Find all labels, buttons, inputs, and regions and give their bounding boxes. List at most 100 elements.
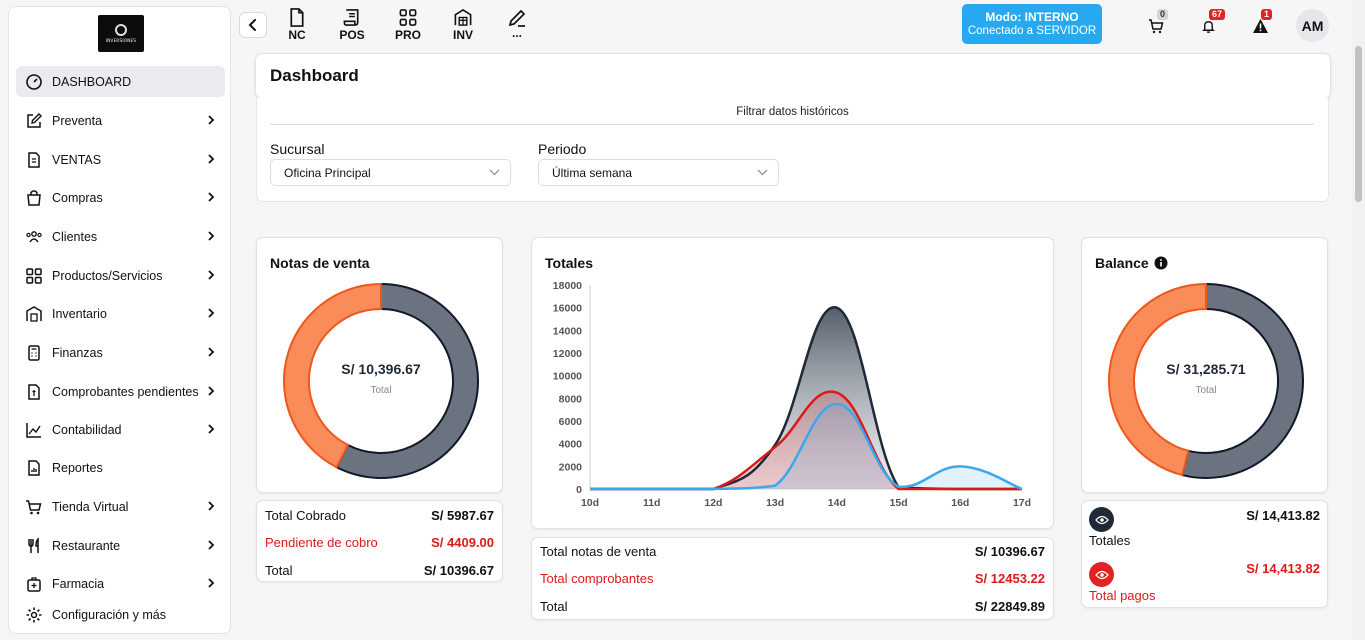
notifications-count-badge: 67 — [1209, 9, 1226, 20]
chevron-right-icon — [208, 501, 215, 511]
sidebar-item-ventas[interactable]: VENTAS — [16, 144, 225, 175]
connection-mode-button[interactable]: Modo: INTERNO Conectado a SERVIDOR — [962, 4, 1102, 44]
branch-select[interactable]: Oficina Principal — [270, 159, 511, 186]
view-totales-button[interactable] — [1089, 507, 1114, 532]
sidebar-item-label: Compras — [52, 190, 103, 205]
alerts-count-badge: 1 — [1261, 9, 1273, 20]
page-scrollbar[interactable] — [1352, 0, 1365, 640]
donut-slice-pendiente[interactable] — [283, 282, 382, 469]
user-avatar[interactable]: AM — [1296, 9, 1329, 42]
sidebar-item-restaurante[interactable]: Restaurante — [16, 530, 225, 561]
sidebar-item-dashboard[interactable]: DASHBOARD — [16, 66, 225, 97]
sidebar-item-clientes[interactable]: Clientes — [16, 221, 225, 252]
sidebar-item-compras[interactable]: Compras — [16, 182, 225, 213]
company-logo[interactable]: INVERSIONES — [98, 15, 144, 52]
alerts-button[interactable]: 1 — [1248, 9, 1273, 38]
notas-donut — [283, 282, 479, 479]
donut-slice-cobrado[interactable] — [335, 282, 479, 479]
cobrado-value: S/ 5987.67 — [431, 508, 494, 523]
notas-title: Notas de venta — [270, 255, 370, 271]
sidebar-item-tienda-virtual[interactable]: Tienda Virtual — [16, 491, 225, 522]
chevron-right-icon — [208, 424, 215, 434]
sidebar-item-contabilidad[interactable]: Contabilidad — [16, 414, 225, 445]
sidebar-item-label: Contabilidad — [52, 422, 122, 437]
chevron-right-icon — [208, 231, 215, 241]
sidebar-item-farmacia[interactable]: Farmacia — [16, 568, 225, 599]
chevron-right-icon — [208, 115, 215, 125]
total-comprob-value: S/ 12453.22 — [974, 571, 1045, 586]
balance-card: Balance S/ 31,285.71 Total — [1081, 237, 1328, 493]
chevron-left-icon — [248, 19, 256, 31]
quick-pos-button[interactable]: POS — [335, 8, 369, 42]
y-tick-label: 10000 — [553, 371, 582, 383]
sidebar-item-productos-servicios[interactable]: Productos/Servicios — [16, 260, 225, 291]
chevron-right-icon — [208, 192, 215, 202]
series-notas-area — [590, 403, 1022, 489]
chevron-right-icon — [208, 386, 215, 396]
total-comprob-row: Total comprobantes S/ 12453.22 — [540, 571, 1045, 586]
sidebar-item-preventa[interactable]: Preventa — [16, 105, 225, 136]
sidebar-item-configuracion-y-mas[interactable]: Configuración y más — [16, 599, 225, 630]
cart-button[interactable]: 0 — [1144, 9, 1169, 38]
y-tick-label: 14000 — [553, 325, 582, 337]
y-tick-label: 18000 — [553, 280, 582, 292]
receipt-icon — [25, 383, 43, 401]
y-tick-label: 12000 — [553, 348, 582, 360]
receipt-scroll-icon — [343, 9, 359, 26]
document-icon — [25, 151, 43, 169]
donut-slice-pagos[interactable] — [1108, 282, 1207, 477]
balance-summary: Totales S/ 14,413.82 Total pagos S/ 14,4… — [1081, 500, 1328, 608]
x-tick-label: 11d — [643, 497, 661, 509]
scrollbar-thumb[interactable] — [1355, 46, 1362, 202]
shopping-bag-icon — [25, 189, 43, 207]
info-icon[interactable] — [1154, 256, 1168, 270]
notas-center-value: S/ 10,396.67 — [341, 361, 421, 377]
x-tick-label: 12d — [704, 497, 722, 509]
notas-total-value: S/ 10396.67 — [423, 563, 494, 578]
sidebar-item-reportes[interactable]: Reportes — [16, 452, 225, 483]
quick-pro-label: PRO — [394, 28, 421, 42]
quick-nc-button[interactable]: NC — [280, 8, 314, 42]
total-notas-row: Total notas de venta S/ 10396.67 — [540, 544, 1045, 559]
collapse-sidebar-button[interactable] — [239, 12, 267, 38]
total-notas-label: Total notas de venta — [540, 544, 657, 559]
x-tick-label: 14d — [828, 497, 846, 509]
warning-icon — [1252, 19, 1268, 33]
notifications-button[interactable]: 67 — [1196, 9, 1226, 38]
y-tick-label: 8000 — [559, 393, 583, 405]
sidebar-item-label: Finanzas — [52, 345, 103, 360]
chevron-right-icon — [208, 154, 215, 164]
pendiente-label: Pendiente de cobro — [265, 535, 378, 550]
balance-title: Balance — [1095, 255, 1149, 271]
sidebar-item-comprobantes-pendientes[interactable]: Comprobantes pendientes — [16, 376, 225, 407]
totales-area-chart: 0 2000 4000 6000 8000 10000 12000 14000 16000 180… — [553, 280, 1031, 509]
sidebar-item-finanzas[interactable]: Finanzas — [16, 337, 225, 368]
cobrado-label: Total Cobrado — [265, 508, 346, 523]
branch-label: Sucursal — [270, 141, 325, 157]
x-tick-label: 16d — [951, 497, 969, 509]
balance-pagos-value: S/ 14,413.82 — [1246, 561, 1320, 576]
quick-inv-button[interactable]: INV — [446, 8, 480, 42]
balance-pagos-label: Total pagos — [1089, 588, 1156, 603]
pendiente-row: Pendiente de cobro S/ 4409.00 — [265, 535, 494, 550]
chevron-right-icon — [208, 540, 215, 550]
quick-pro-button[interactable]: PRO — [391, 8, 425, 42]
sidebar-item-inventario[interactable]: Inventario — [16, 298, 225, 329]
users-icon — [25, 228, 43, 246]
sidebar-item-label: Clientes — [52, 229, 98, 244]
filters-panel: Filtrar datos históricos Sucursal Oficin… — [256, 98, 1329, 202]
series-notas-line[interactable] — [590, 402, 1023, 491]
period-select[interactable]: Última semana — [538, 159, 779, 186]
file-icon — [290, 8, 304, 27]
bell-icon — [1201, 20, 1215, 33]
page-header: Dashboard — [255, 53, 1331, 99]
sidebar: INVERSIONES DASHBOARD Preventa VENTAS Compr… — [8, 6, 231, 634]
y-tick-label: 6000 — [559, 416, 583, 428]
quick-more-button[interactable]: ... — [500, 8, 534, 42]
total-notas-value: S/ 10396.67 — [974, 544, 1045, 559]
donut-slice-totales[interactable] — [1181, 282, 1304, 479]
grand-total-label: Total — [540, 599, 568, 614]
view-pagos-button[interactable] — [1089, 562, 1114, 587]
utensils-icon — [25, 536, 43, 555]
total-comprob-label: Total comprobantes — [540, 571, 654, 586]
